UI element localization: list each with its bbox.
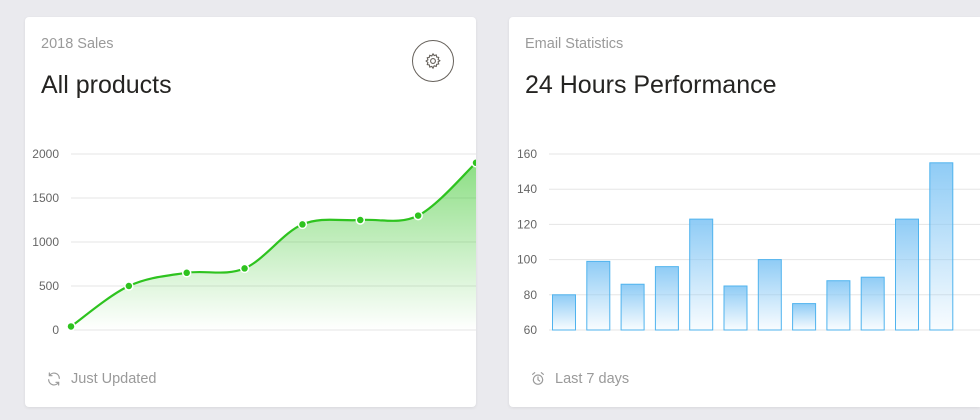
alarm-clock-icon — [532, 372, 544, 385]
bar — [895, 218, 919, 331]
bar — [586, 260, 611, 331]
email-category: Email Statistics — [525, 36, 624, 52]
bar — [929, 162, 954, 331]
y-tick-label: 60 — [524, 323, 538, 337]
settings-button[interactable] — [412, 40, 454, 82]
y-tick-label: 80 — [524, 288, 538, 302]
sales-title: All products — [41, 71, 172, 99]
sales-line-chart: 2000 1500 1000 500 0 — [32, 147, 476, 337]
email-bar-chart: 160 140 120 100 80 60 — [517, 147, 980, 337]
bar — [689, 218, 714, 331]
bar — [620, 283, 645, 331]
bar — [860, 276, 885, 331]
y-tick-label: 2000 — [32, 147, 59, 161]
bar — [792, 303, 817, 331]
y-tick-label: 160 — [517, 147, 537, 161]
email-card: Email Statistics 24 Hours Performance 16… — [509, 17, 980, 407]
data-point — [297, 219, 308, 230]
refresh-icon — [48, 372, 60, 386]
data-point — [471, 158, 476, 168]
data-point — [413, 210, 423, 221]
email-footer: Last 7 days — [530, 371, 629, 387]
y-tick-label: 0 — [52, 323, 59, 337]
email-footer-text: Last 7 days — [555, 371, 630, 387]
data-point — [124, 281, 134, 291]
sales-category: 2018 Sales — [41, 36, 114, 52]
bar — [757, 259, 782, 331]
email-title: 24 Hours Performance — [525, 71, 777, 99]
y-tick-label: 500 — [39, 279, 59, 293]
sales-footer-text: Just Updated — [71, 371, 157, 387]
data-point — [181, 268, 192, 278]
y-tick-label: 100 — [517, 253, 537, 267]
data-point — [66, 321, 76, 332]
gear-icon — [425, 52, 441, 70]
bar — [826, 280, 851, 331]
y-tick-label: 1000 — [32, 235, 59, 249]
y-tick-label: 1500 — [32, 191, 59, 205]
y-tick-label: 120 — [517, 217, 537, 231]
sales-card: 2018 Sales All products 2000 1500 1000 500 0… — [25, 17, 476, 407]
bar — [654, 266, 679, 331]
y-tick-label: 140 — [517, 182, 537, 196]
sales-footer: Just Updated — [46, 371, 156, 387]
bar — [552, 294, 576, 331]
data-point — [239, 263, 250, 274]
data-point — [355, 215, 366, 225]
bar — [723, 285, 748, 331]
